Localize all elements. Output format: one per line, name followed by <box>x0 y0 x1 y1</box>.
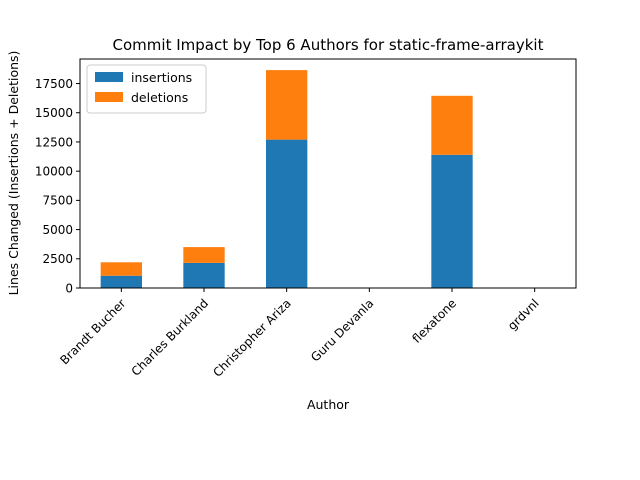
legend-swatch-deletions <box>95 92 123 102</box>
bar-insertions <box>100 275 142 288</box>
legend-label-deletions: deletions <box>131 90 188 105</box>
y-axis-label: Lines Changed (Insertions + Deletions) <box>6 51 21 296</box>
bar-deletions <box>183 247 225 263</box>
bar-deletions <box>100 262 142 276</box>
bar-insertions <box>183 262 225 288</box>
y-tick-label: 10000 <box>35 164 73 178</box>
y-tick-label: 15000 <box>35 106 73 120</box>
chart-title: Commit Impact by Top 6 Authors for stati… <box>113 36 544 54</box>
bar-deletions <box>266 70 308 140</box>
y-tick-label: 17500 <box>35 77 73 91</box>
y-tick-label: 5000 <box>42 223 73 237</box>
bar-insertions <box>266 139 308 288</box>
legend: insertions deletions <box>86 64 207 114</box>
x-axis-label: Author <box>307 397 350 412</box>
y-tick-label: 2500 <box>42 252 73 266</box>
y-tick-label: 0 <box>65 281 73 295</box>
legend-label-insertions: insertions <box>131 70 192 85</box>
bar-deletions <box>431 95 473 155</box>
y-tick-label: 12500 <box>35 135 73 149</box>
axes-frame <box>79 58 577 289</box>
y-tick-label: 7500 <box>42 194 73 208</box>
bar-insertions <box>431 154 473 288</box>
legend-swatch-insertions <box>95 72 123 82</box>
